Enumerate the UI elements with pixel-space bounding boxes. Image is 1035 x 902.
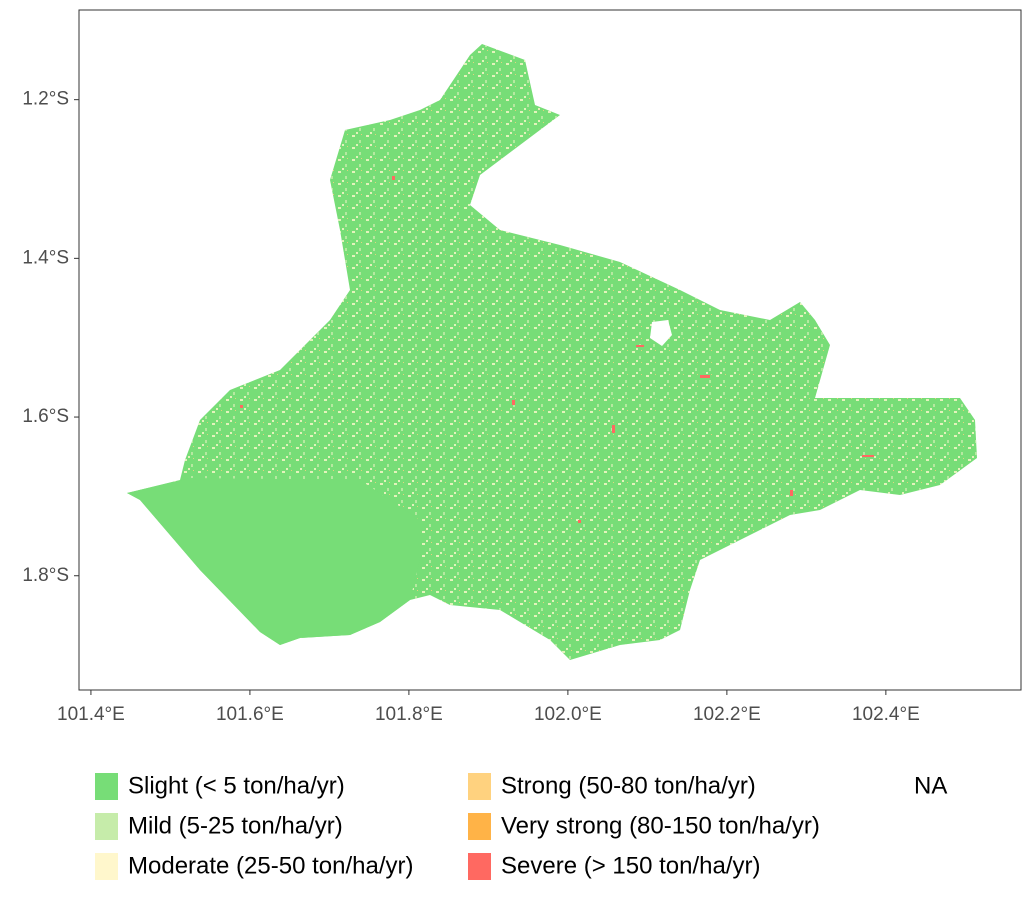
legend-swatch (468, 853, 491, 880)
legend-label: Strong (50-80 ton/ha/yr) (501, 772, 756, 799)
lake (650, 320, 672, 346)
x-tick-label: 101.8°E (375, 704, 443, 725)
legend-swatch (95, 853, 118, 880)
uniform-slight-zone (127, 478, 420, 645)
y-tick-label: 1.8°S (22, 565, 69, 586)
legend-label: Mild (5-25 ton/ha/yr) (128, 812, 343, 839)
x-tick-label: 102.0°E (534, 704, 602, 725)
legend-label: Severe (> 150 ton/ha/yr) (501, 852, 760, 879)
x-tick-label: 102.2°E (693, 704, 761, 725)
x-tick-label: 101.6°E (216, 704, 284, 725)
legend: Slight (< 5 ton/ha/yr) Mild (5-25 ton/ha/… (95, 772, 947, 880)
legend-label: Moderate (25-50 ton/ha/yr) (128, 852, 413, 879)
y-tick-label: 1.6°S (22, 406, 69, 427)
y-tick-label: 1.2°S (22, 89, 69, 110)
x-tick-label: 101.4°E (57, 704, 125, 725)
legend-swatch (468, 813, 491, 840)
legend-label: NA (914, 772, 947, 799)
region (127, 44, 977, 660)
axes: 101.4°E 101.6°E 101.8°E 102.0°E 102.2°E 102.4… (22, 89, 919, 725)
y-tick-label: 1.4°S (22, 247, 69, 268)
legend-label: Very strong (80-150 ton/ha/yr) (501, 812, 820, 839)
severe-spots (240, 176, 874, 523)
x-tick-label: 102.4°E (852, 704, 920, 725)
legend-swatch (468, 773, 491, 800)
legend-label: Slight (< 5 ton/ha/yr) (128, 772, 345, 799)
legend-swatch (95, 773, 118, 800)
legend-swatch (95, 813, 118, 840)
